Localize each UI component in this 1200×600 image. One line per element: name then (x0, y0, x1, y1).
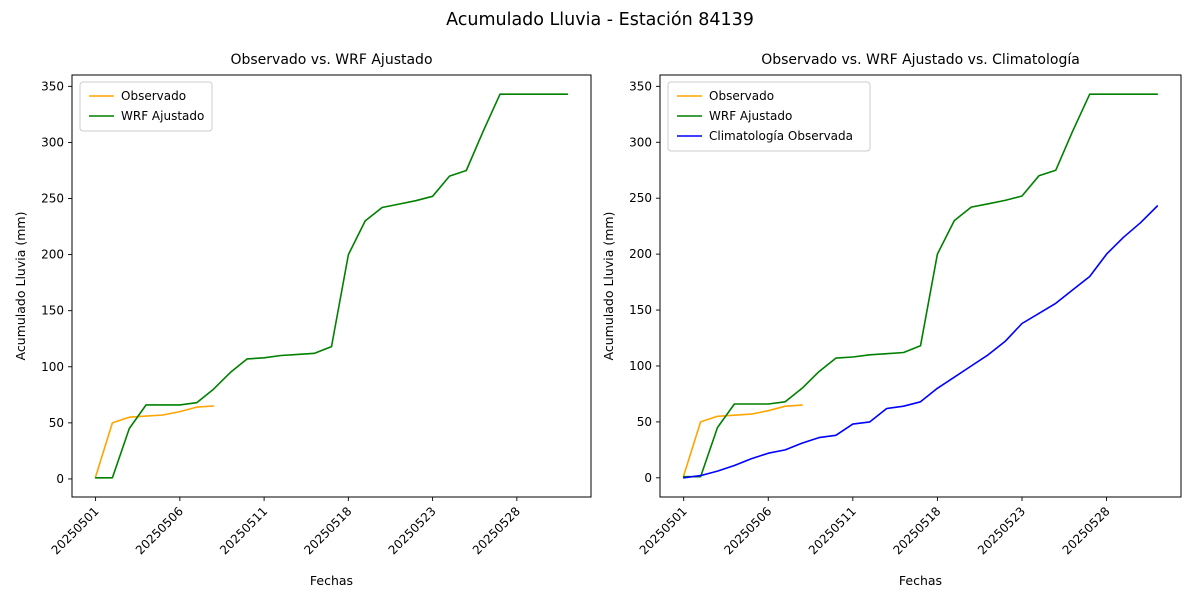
y-tick-label: 50 (49, 416, 64, 430)
series-line-observado (94, 405, 215, 478)
subplot-title: Observado vs. WRF Ajustado (230, 52, 432, 68)
x-tick-label: 20250518 (890, 504, 943, 557)
y-tick-label: 250 (629, 191, 652, 205)
x-tick-label: 20250523 (975, 504, 1028, 557)
legend-label: Climatología Observada (709, 129, 853, 143)
y-tick-label: 150 (41, 304, 64, 318)
legend-label: WRF Ajustado (121, 109, 204, 123)
y-tick-label: 350 (41, 79, 64, 93)
x-axis-label: Fechas (899, 573, 942, 588)
y-tick-label: 200 (629, 247, 652, 261)
x-tick-label: 20250501 (49, 504, 102, 557)
axes-frame (659, 74, 1182, 498)
y-axis-label: Acumulado Lluvia (mm) (601, 212, 616, 361)
subplot-title: Observado vs. WRF Ajustado vs. Climatolo… (761, 52, 1080, 68)
y-tick-label: 250 (41, 192, 64, 206)
y-tick-label: 50 (637, 415, 652, 429)
legend-label: Observado (121, 89, 186, 103)
y-tick-label: 100 (41, 360, 64, 374)
y-tick-label: 0 (644, 471, 652, 485)
y-tick-label: 200 (41, 248, 64, 262)
x-tick-label: 20250523 (386, 504, 439, 557)
y-tick-label: 350 (629, 79, 652, 93)
legend-box (667, 81, 871, 152)
series-line-observado (682, 404, 803, 477)
x-tick-label: 20250501 (637, 504, 690, 557)
x-tick-label: 20250528 (1060, 504, 1113, 557)
legend-box (79, 81, 213, 132)
x-tick-label: 20250511 (806, 504, 859, 557)
subplot-1: 0 50 100 150 200 250 300 350 20250501 20250506 202… (13, 52, 592, 588)
legend-label: Observado (709, 89, 774, 103)
x-tick-label: 20250511 (217, 504, 270, 557)
y-tick-label: 100 (629, 359, 652, 373)
y-tick-label: 150 (629, 303, 652, 317)
subplot-2: 0 50 100 150 200 250 300 350 20250501 20250506 202… (601, 52, 1182, 588)
series-line-climatolog-a-observada (682, 205, 1159, 479)
axes-frame (71, 74, 592, 498)
x-axis-label: Fechas (310, 573, 353, 588)
series-line-wrf-ajustado (682, 93, 1159, 478)
x-tick-label: 20250506 (133, 504, 186, 557)
x-tick-label: 20250518 (301, 504, 354, 557)
y-tick-label: 300 (629, 135, 652, 149)
legend-label: WRF Ajustado (709, 109, 792, 123)
y-axis-label: Acumulado Lluvia (mm) (13, 212, 28, 361)
x-tick-label: 20250506 (721, 504, 774, 557)
y-tick-label: 0 (56, 472, 64, 486)
figure-title: Acumulado Lluvia - Estación 84139 (446, 10, 754, 30)
series-line-wrf-ajustado (94, 93, 569, 479)
y-tick-label: 300 (41, 135, 64, 149)
x-tick-label: 20250528 (470, 504, 523, 557)
